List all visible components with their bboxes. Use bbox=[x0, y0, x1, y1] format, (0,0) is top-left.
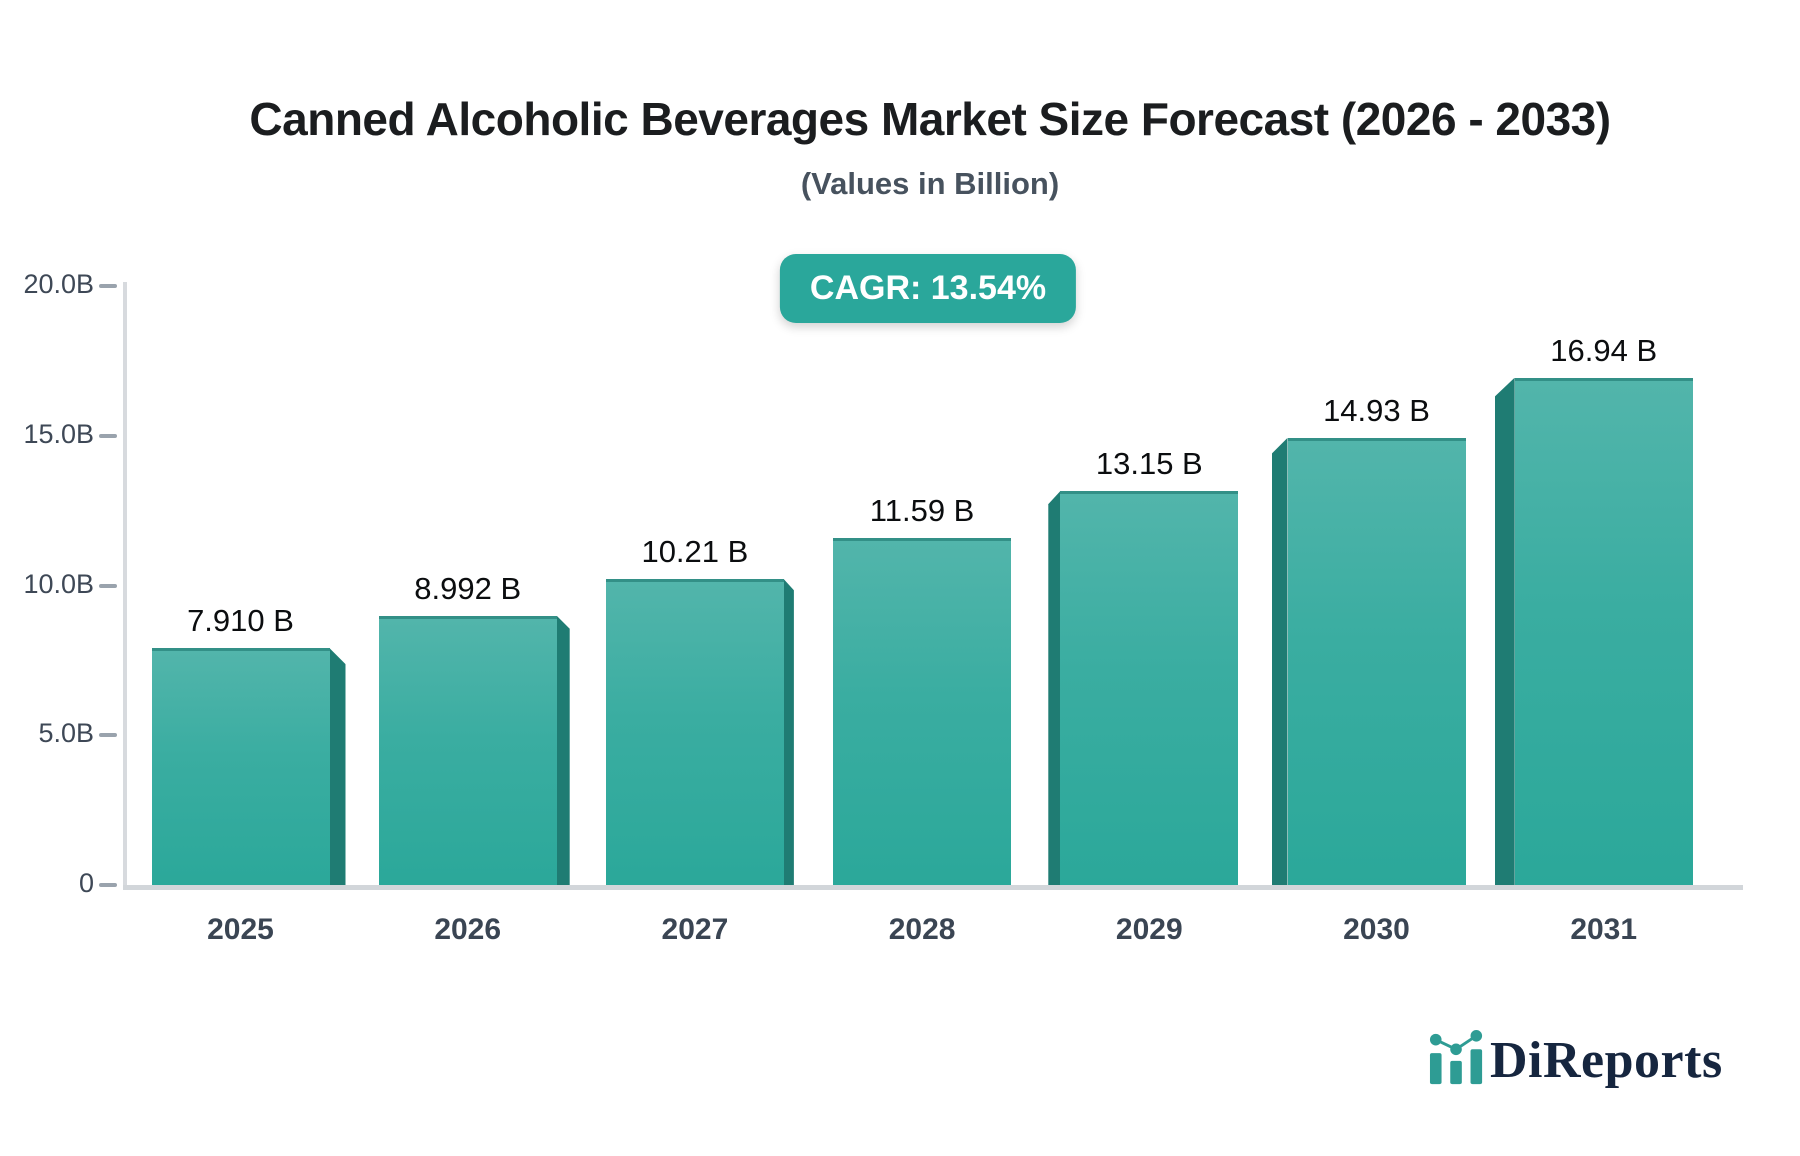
y-tick-mark bbox=[99, 883, 117, 887]
bar-side-face bbox=[1048, 491, 1061, 885]
bar-2028 bbox=[833, 537, 1012, 885]
x-axis-label-2027: 2027 bbox=[661, 913, 729, 946]
chart-subtitle: (Values in Billion) bbox=[800, 166, 1060, 201]
mini-bar-line-chart-icon bbox=[1428, 1030, 1486, 1091]
bar-side-face bbox=[556, 615, 570, 885]
y-tick-label: 0 bbox=[78, 868, 94, 898]
bar-value-label: 11.59 B bbox=[869, 492, 975, 528]
x-axis-label-2031: 2031 bbox=[1570, 913, 1638, 946]
x-axis-label-2025: 2025 bbox=[207, 913, 274, 946]
x-axis-label-2029: 2029 bbox=[1115, 913, 1183, 946]
bar-2026 bbox=[378, 615, 570, 885]
y-tick-mark bbox=[99, 583, 117, 588]
y-tick-mark bbox=[99, 433, 117, 438]
y-tick-mark bbox=[99, 284, 117, 288]
bar-value-label: 8.992 B bbox=[414, 570, 522, 606]
y-tick-label: 15.0B bbox=[23, 418, 94, 449]
x-axis-label-2026: 2026 bbox=[434, 913, 502, 946]
bar-2030 bbox=[1271, 437, 1466, 885]
bar-2031 bbox=[1494, 377, 1693, 885]
chart-title: Canned Alcoholic Beverages Market Size F… bbox=[249, 93, 1611, 145]
y-axis-line bbox=[123, 282, 127, 888]
bar-value-label: 10.21 B bbox=[641, 534, 749, 570]
bar-side-face bbox=[783, 579, 794, 885]
y-tick-mark bbox=[99, 733, 117, 738]
y-tick-label: 10.0B bbox=[23, 568, 94, 599]
x-axis-label-2030: 2030 bbox=[1343, 913, 1410, 946]
bar-value-label: 13.15 B bbox=[1095, 446, 1203, 482]
cagr-badge: CAGR: 13.54% bbox=[779, 254, 1077, 323]
brand-name: DiReports bbox=[1490, 1032, 1723, 1089]
bar-2027 bbox=[605, 579, 794, 885]
bar-2029 bbox=[1048, 491, 1239, 885]
brand-logo: DiReports bbox=[1428, 1030, 1723, 1091]
bar-side-face bbox=[1271, 437, 1288, 885]
bar-2025 bbox=[151, 648, 346, 885]
bar-value-label: 7.910 B bbox=[187, 603, 294, 639]
x-axis-label-2028: 2028 bbox=[888, 913, 956, 946]
x-axis-baseline bbox=[123, 885, 1743, 890]
y-tick-label: 5.0B bbox=[38, 718, 94, 749]
bar-side-face bbox=[1494, 377, 1515, 885]
y-tick-label: 20.0B bbox=[23, 269, 94, 299]
bar-side-face bbox=[329, 648, 346, 885]
bar-value-label: 14.93 B bbox=[1323, 392, 1430, 428]
bar-value-label: 16.94 B bbox=[1550, 332, 1658, 368]
